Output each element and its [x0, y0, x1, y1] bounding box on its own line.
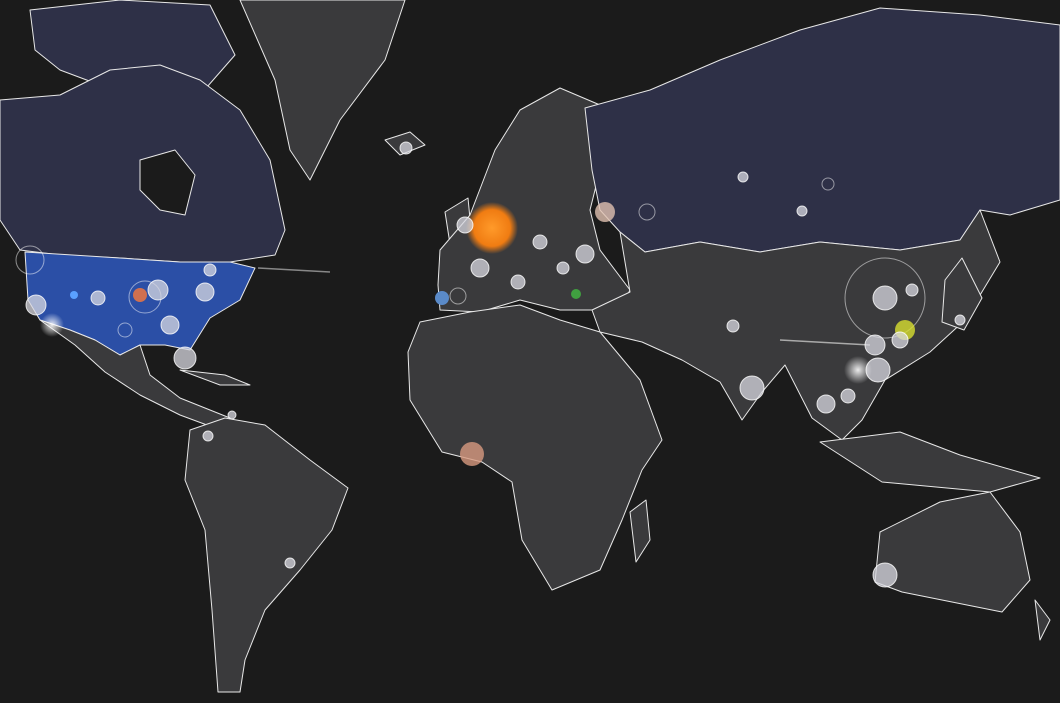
hotspot — [891, 331, 909, 349]
hotspot — [202, 430, 214, 442]
caribbean — [179, 369, 251, 386]
hotspot — [872, 562, 898, 588]
greenland — [239, 0, 406, 181]
hotspot — [556, 261, 570, 275]
hotspot — [203, 263, 217, 277]
hotspot — [40, 313, 64, 337]
hotspot — [816, 394, 836, 414]
japan — [941, 257, 983, 331]
hotspot — [284, 557, 296, 569]
hotspot-ring — [821, 177, 835, 191]
hotspot — [133, 288, 147, 302]
hotspot — [575, 244, 595, 264]
attack-trail — [779, 339, 871, 346]
new-zealand — [1034, 599, 1051, 641]
hotspot — [905, 283, 919, 297]
attack-trail — [257, 267, 331, 273]
hotspot — [25, 294, 47, 316]
hotspot — [399, 141, 413, 155]
hotspot — [147, 279, 169, 301]
hotspot — [532, 234, 548, 250]
hotspot — [571, 289, 581, 299]
hotspot — [510, 274, 526, 290]
hotspot — [872, 285, 898, 311]
hotspot — [195, 282, 215, 302]
hotspot — [954, 314, 966, 326]
south-america — [184, 417, 349, 693]
hotspot — [796, 205, 808, 217]
hotspot — [466, 202, 518, 254]
hotspot — [173, 346, 197, 370]
asia — [591, 209, 1001, 441]
hotspot-ring — [117, 322, 133, 338]
hotspot — [460, 442, 484, 466]
hotspot — [864, 334, 886, 356]
hotspot — [726, 319, 740, 333]
indonesia — [819, 431, 1041, 493]
hotspot — [844, 356, 872, 384]
hotspot — [470, 258, 490, 278]
hudson-bay — [139, 149, 196, 216]
hotspot — [227, 410, 237, 420]
hotspot-ring — [844, 257, 926, 339]
africa — [407, 304, 663, 591]
hotspot — [160, 315, 180, 335]
hotspot — [70, 291, 78, 299]
hotspot — [737, 171, 749, 183]
hotspot-ring — [15, 245, 45, 275]
hotspot — [435, 291, 449, 305]
hotspot-ring — [638, 203, 656, 221]
hotspot — [456, 216, 474, 234]
madagascar — [629, 499, 651, 563]
hotspot — [840, 388, 856, 404]
hotspot — [595, 202, 615, 222]
hotspot — [90, 290, 106, 306]
central-america — [39, 319, 231, 429]
hotspot — [739, 375, 765, 401]
hotspot-ring — [449, 287, 467, 305]
